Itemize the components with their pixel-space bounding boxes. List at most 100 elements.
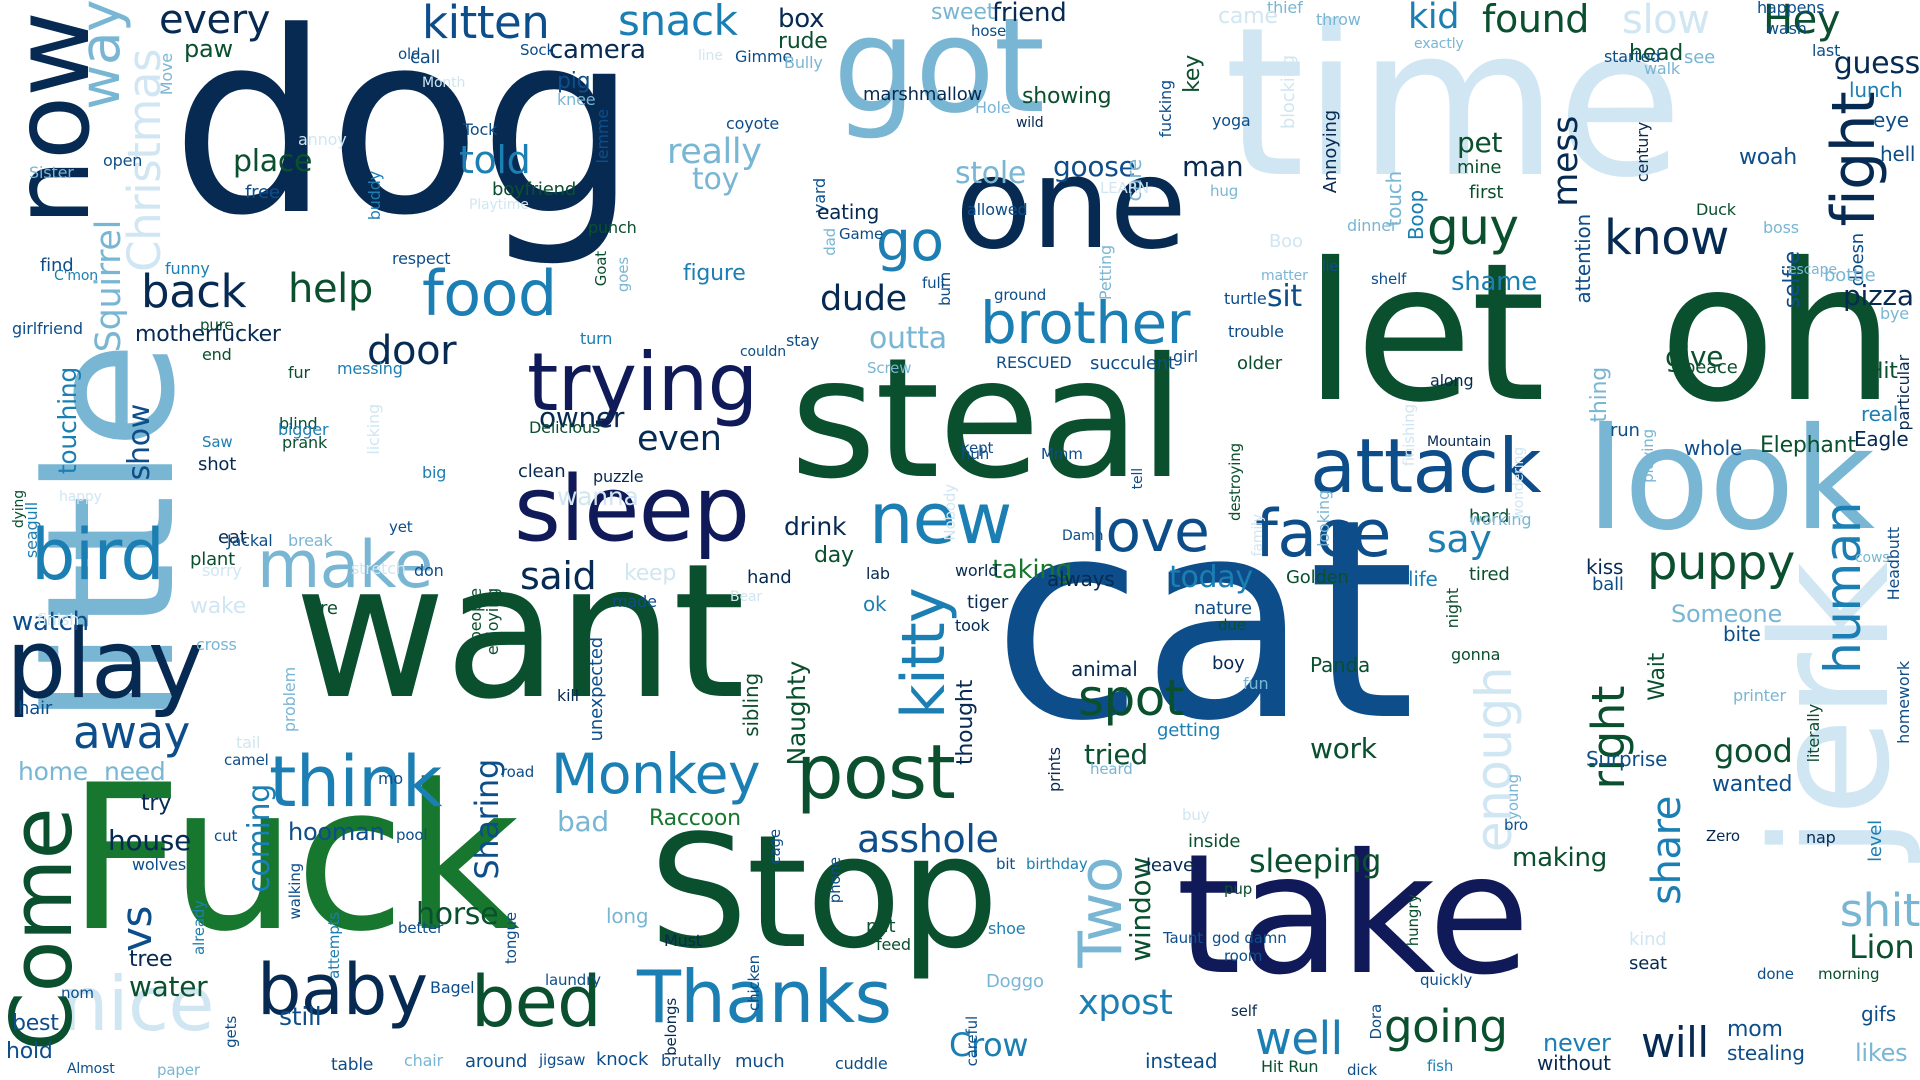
cloud-word: cows bbox=[1855, 550, 1890, 566]
cloud-word: looking bbox=[1314, 490, 1333, 547]
cloud-word: yet bbox=[389, 518, 413, 536]
cloud-word: kitty bbox=[889, 588, 959, 719]
cloud-word: hose bbox=[971, 22, 1007, 40]
cloud-word: licking bbox=[364, 404, 383, 455]
cloud-word: belongs bbox=[662, 998, 680, 1056]
cloud-word: Thanks bbox=[637, 955, 892, 1039]
cloud-word: feed bbox=[876, 935, 911, 954]
cloud-word: people bbox=[466, 588, 485, 642]
cloud-word: LEARN bbox=[1100, 179, 1149, 197]
cloud-word: knock bbox=[596, 1049, 649, 1070]
cloud-word: cut bbox=[214, 827, 238, 845]
cloud-word: today bbox=[1169, 560, 1253, 595]
cloud-word: horse bbox=[416, 897, 499, 932]
cloud-word: destroying bbox=[1226, 443, 1244, 522]
cloud-word: leave bbox=[1146, 855, 1194, 876]
cloud-word: break bbox=[288, 531, 333, 550]
cloud-word: don bbox=[414, 561, 444, 580]
cloud-word: bit bbox=[996, 855, 1016, 873]
cloud-word: bro bbox=[1504, 816, 1529, 834]
cloud-word: tried bbox=[1084, 738, 1148, 771]
cloud-word: self bbox=[1231, 1002, 1257, 1020]
cloud-word: show bbox=[122, 404, 157, 481]
cloud-word: exactly bbox=[1414, 36, 1464, 52]
cloud-word: level bbox=[1865, 820, 1886, 862]
cloud-word: thing bbox=[1587, 367, 1612, 423]
cloud-word: problem bbox=[280, 667, 299, 733]
cloud-word: pup bbox=[1224, 880, 1253, 898]
cloud-word: Boo bbox=[1269, 231, 1303, 252]
cloud-word: peace bbox=[1684, 357, 1738, 378]
cloud-word: boss bbox=[1763, 218, 1799, 237]
cloud-word: wash bbox=[1766, 19, 1807, 38]
cloud-word: thief bbox=[1267, 0, 1303, 17]
cloud-word: cross bbox=[196, 635, 237, 654]
cloud-word: world bbox=[955, 561, 999, 580]
cloud-word: bottle bbox=[1824, 265, 1876, 286]
cloud-word: water bbox=[129, 970, 208, 1003]
cloud-word: happens bbox=[1757, 0, 1825, 17]
cloud-word: laundry bbox=[545, 971, 601, 989]
cloud-word: attack bbox=[1310, 422, 1542, 510]
cloud-word: human bbox=[1814, 502, 1872, 674]
cloud-word: Surprise bbox=[1586, 747, 1668, 771]
cloud-word: motherfucker bbox=[135, 322, 281, 347]
cloud-word: dog bbox=[171, 0, 638, 271]
cloud-word: rude bbox=[778, 29, 828, 54]
cloud-word: sleeping bbox=[1249, 842, 1382, 880]
cloud-word: kitten bbox=[422, 0, 550, 49]
cloud-word: chair bbox=[404, 1051, 443, 1070]
cloud-word: gets bbox=[222, 1016, 240, 1048]
cloud-word: mine bbox=[1457, 157, 1502, 178]
cloud-word: respect bbox=[392, 249, 451, 268]
cloud-word: figure bbox=[683, 261, 746, 286]
cloud-word: boy bbox=[1212, 653, 1245, 674]
cloud-word: making bbox=[1512, 843, 1607, 873]
cloud-word: end bbox=[202, 345, 232, 364]
cloud-word: shit bbox=[1839, 884, 1920, 937]
cloud-word: phone bbox=[826, 857, 844, 904]
cloud-word: bye bbox=[1880, 304, 1909, 323]
cloud-word: Panda bbox=[1310, 653, 1371, 677]
cloud-word: taking bbox=[992, 555, 1072, 585]
cloud-word: food bbox=[422, 257, 557, 330]
cloud-word: kept bbox=[961, 439, 994, 457]
cloud-word: puppy bbox=[1647, 535, 1795, 591]
cloud-word: knee bbox=[557, 90, 596, 109]
cloud-word: puzzle bbox=[593, 467, 644, 486]
cloud-word: Squirrel bbox=[89, 220, 129, 353]
cloud-word: finishing bbox=[1400, 404, 1418, 467]
cloud-word: let bbox=[1304, 223, 1546, 445]
cloud-word: sweet bbox=[931, 0, 996, 25]
cloud-word: pizza bbox=[1843, 279, 1914, 312]
cloud-word: go bbox=[876, 209, 944, 273]
cloud-word: allowed bbox=[967, 200, 1028, 219]
cloud-word: drink bbox=[784, 512, 847, 541]
cloud-word: look bbox=[1586, 398, 1875, 562]
cloud-word: Damn bbox=[1062, 528, 1104, 544]
cloud-word: plant bbox=[190, 549, 236, 570]
cloud-word: Bear bbox=[730, 589, 762, 605]
cloud-word: place bbox=[233, 144, 313, 179]
cloud-word: will bbox=[1641, 1018, 1709, 1067]
cloud-word: nap bbox=[1806, 828, 1836, 847]
cloud-word: shame bbox=[1451, 267, 1537, 297]
cloud-word: selfie bbox=[1780, 251, 1805, 309]
cloud-word: away bbox=[73, 706, 190, 759]
cloud-word: better bbox=[398, 919, 444, 937]
cloud-word: started bbox=[1604, 47, 1661, 66]
cloud-word: Screw bbox=[867, 359, 912, 377]
cloud-word: found bbox=[1482, 0, 1590, 41]
cloud-word: throw bbox=[1316, 10, 1361, 29]
cloud-word: goes bbox=[614, 257, 632, 293]
cloud-word: room bbox=[1224, 947, 1263, 965]
cloud-word: Petting bbox=[1096, 245, 1115, 301]
cloud-word: Mountain bbox=[1427, 434, 1492, 450]
cloud-word: Doggo bbox=[986, 971, 1044, 992]
cloud-word: succulent bbox=[1090, 353, 1175, 374]
cloud-word: head bbox=[1629, 41, 1684, 66]
cloud-word: dinner bbox=[1347, 216, 1398, 235]
cloud-word: stay bbox=[786, 331, 820, 350]
cloud-word: Saw bbox=[202, 433, 233, 451]
